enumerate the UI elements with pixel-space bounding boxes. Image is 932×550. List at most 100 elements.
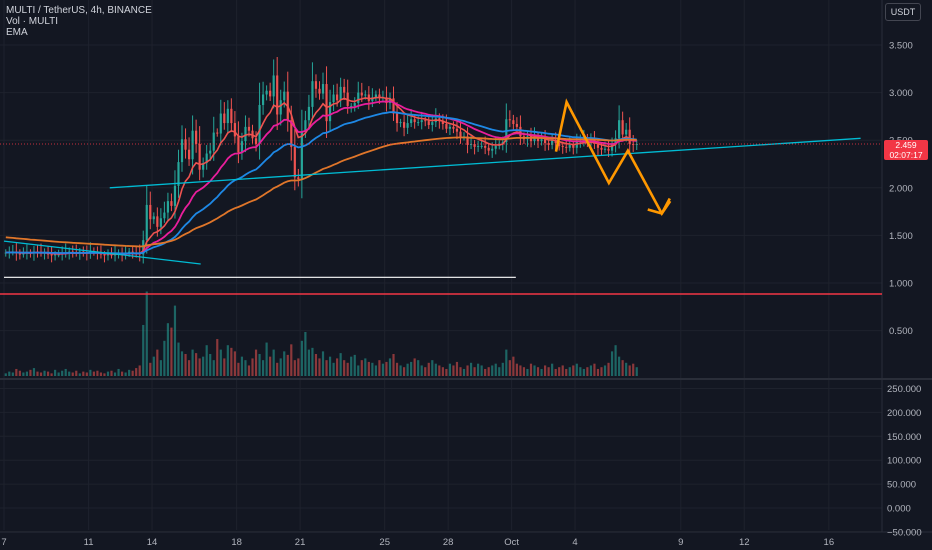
candle-body [343, 86, 346, 93]
candle-body [540, 139, 543, 142]
volume-legend[interactable]: Vol · MULTI [6, 16, 59, 27]
volume-bar [138, 365, 141, 376]
candle-body [254, 138, 258, 145]
candle-body [191, 130, 194, 160]
candle-body [325, 84, 328, 122]
candle-body [572, 144, 575, 148]
volume-bar [417, 360, 420, 376]
volume-bar [614, 345, 617, 376]
volume-bar [367, 361, 370, 376]
volume-bar [399, 365, 402, 376]
volume-bar [533, 365, 536, 376]
candle-body [536, 137, 540, 142]
volume-bar [18, 370, 21, 376]
price-tick-label: 0.500 [889, 326, 913, 337]
candle-body [244, 126, 247, 142]
candle-body [477, 145, 480, 147]
volume-bar [343, 360, 346, 376]
candle-body [568, 144, 571, 148]
rising-trendline[interactable] [109, 137, 861, 189]
candle-body [184, 139, 187, 150]
candle-body [561, 145, 564, 147]
volume-bar [300, 340, 303, 376]
volume-bar [512, 356, 515, 376]
volume-bar [565, 368, 568, 376]
candle-body [420, 120, 423, 123]
ema-legend[interactable]: EMA [6, 27, 28, 38]
candle-body [487, 147, 490, 151]
volume-bar [103, 373, 106, 376]
candle-body [233, 123, 236, 137]
volume-bar [297, 358, 300, 376]
volume-bar [156, 349, 159, 376]
candle-body [279, 100, 282, 115]
candle-body [339, 86, 342, 101]
falling-trendline[interactable] [3, 240, 201, 265]
volume-tick-label: 50.000 [887, 480, 916, 491]
symbol-title[interactable]: MULTI / TetherUS, 4h, BINANCE [6, 5, 152, 16]
volume-bar [385, 361, 388, 376]
volume-bar [484, 368, 487, 376]
candle-body [142, 240, 145, 255]
candle-body [219, 113, 222, 134]
volume-bar [240, 356, 244, 376]
volume-bar [29, 369, 32, 376]
candle-body [314, 81, 318, 89]
volume-bar [410, 361, 413, 376]
volume-bar [279, 358, 282, 376]
candle-body [491, 148, 494, 151]
volume-bar [388, 358, 392, 376]
volume-bar [381, 363, 385, 376]
candle-body [374, 94, 377, 98]
candle-body [261, 94, 265, 105]
volume-bar [603, 365, 607, 376]
candle-body [272, 75, 275, 97]
volume-bar [4, 373, 7, 376]
candle-body [318, 88, 321, 94]
candle-body [216, 132, 219, 134]
candle-body [452, 126, 455, 129]
volume-bar [452, 365, 455, 376]
volume-bar [339, 353, 342, 376]
candle-body [332, 94, 335, 103]
candle-body [57, 254, 60, 256]
volume-bar [526, 368, 529, 376]
volume-bar [226, 345, 229, 376]
volume-bar [438, 365, 441, 376]
ema-line-long[interactable] [5, 136, 637, 248]
time-tick-label: 25 [379, 537, 390, 548]
time-tick-label: Oct [504, 537, 519, 548]
candle-body [18, 253, 21, 255]
volume-bar [283, 351, 286, 376]
volume-bar [247, 365, 251, 376]
candle-body [625, 129, 628, 135]
volume-bar [529, 363, 533, 376]
candle-body [209, 150, 212, 154]
volume-bar [120, 371, 124, 376]
volume-bar [54, 369, 57, 376]
volume-bar [64, 368, 67, 376]
currency-button[interactable]: USDT [885, 3, 921, 21]
volume-bar [600, 367, 603, 376]
candle-body [515, 124, 518, 127]
last-price-tag: 2.459 02:07:17 [884, 140, 928, 160]
volume-bar [113, 372, 117, 376]
candle-body [276, 75, 279, 115]
candle-body [145, 204, 148, 241]
candle-body [166, 201, 170, 213]
candle-body [533, 137, 536, 142]
volume-bar [92, 371, 95, 376]
volume-bar [223, 358, 226, 376]
volume-bar [392, 354, 395, 376]
candle-body [406, 123, 409, 128]
volume-bar [142, 324, 145, 376]
volume-bar [11, 372, 14, 376]
volume-bar [195, 353, 198, 376]
candle-body [223, 113, 226, 124]
price-tick-label: 1.500 [889, 231, 913, 242]
candle-body [103, 254, 106, 256]
volume-bar [233, 351, 236, 376]
volume-bar [543, 365, 547, 376]
volume-bar [321, 351, 325, 376]
